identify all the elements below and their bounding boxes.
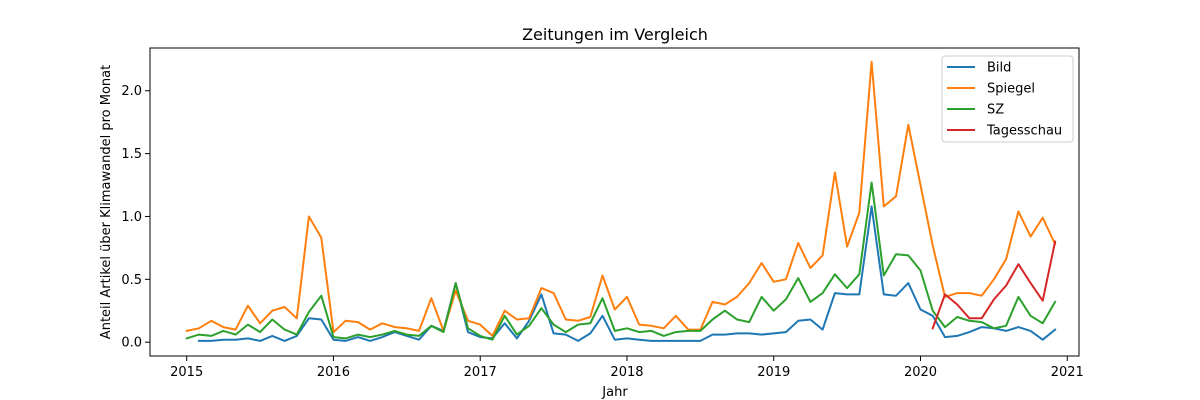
- x-tick-label: 2021: [1051, 365, 1084, 380]
- x-tick-label: 2018: [610, 365, 643, 380]
- x-tick-label: 2020: [904, 365, 937, 380]
- x-tick-label: 2015: [170, 365, 203, 380]
- x-tick-label: 2017: [464, 365, 497, 380]
- legend-label-tagesschau: Tagesschau: [986, 124, 1062, 139]
- y-tick-label: 1.0: [121, 210, 142, 225]
- legend-label-bild: Bild: [987, 61, 1011, 76]
- series-line-bild: [197, 205, 1057, 342]
- x-axis-ticks: 2015 2016 2017 2018 2019 2020 2021: [170, 356, 1084, 380]
- legend-label-sz: SZ: [987, 103, 1004, 118]
- series-line-tagesschau: [931, 240, 1057, 330]
- series-line-sz: [185, 181, 1057, 341]
- x-tick-label: 2016: [317, 365, 350, 380]
- plot-lines: [185, 60, 1057, 342]
- legend-label-spiegel: Spiegel: [987, 82, 1035, 97]
- y-tick-label: 2.0: [121, 84, 142, 99]
- x-tick-label: 2019: [757, 365, 790, 380]
- y-axis-ticks: 0.0 0.5 1.0 1.5 2.0: [121, 84, 150, 351]
- y-tick-label: 1.5: [121, 147, 142, 162]
- legend-box: [941, 55, 1074, 143]
- y-tick-label: 0.5: [121, 273, 142, 288]
- series-line-spiegel: [185, 60, 1057, 337]
- plot-frame: [149, 47, 1080, 357]
- y-tick-label: 0.0: [121, 336, 142, 351]
- x-axis-label: Jahr: [601, 385, 628, 400]
- y-axis-label: Anteil Artikel über Klimawandel pro Mona…: [99, 65, 114, 339]
- legend: Bild Spiegel SZ Tagesschau: [941, 55, 1074, 143]
- chart-title: Zeitungen im Vergleich: [522, 25, 708, 44]
